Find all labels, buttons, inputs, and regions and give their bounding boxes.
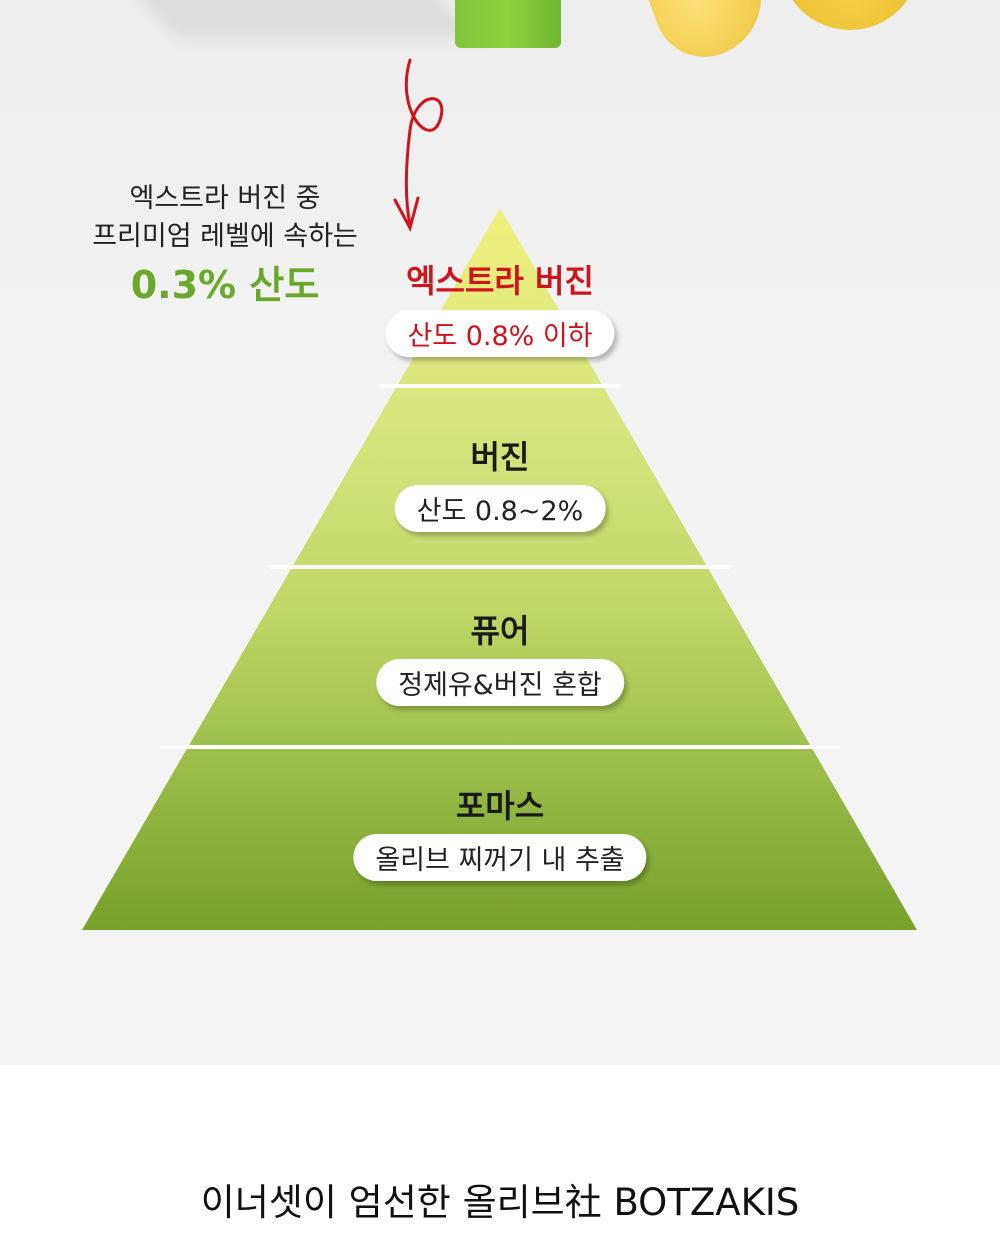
level-virgin-title: 버진 [470,438,530,476]
callout-line-1: 엑스트라 버진 중 [129,183,321,214]
level-pomace-desc: 올리브 찌꺼기 내 추출 [353,834,647,881]
level-pomace-title: 포마스 [455,787,545,825]
olive-oil-bottle-image [455,0,561,48]
pyramid-diagram [82,58,917,930]
level-extra-virgin-title: 엑스트라 버진 [406,262,594,300]
red-arrow-icon [393,58,444,233]
section-title: 이너셋이 엄선한 올리브社 BOTZAKIS [200,1181,800,1224]
level-pure-title: 퓨어 [470,612,530,650]
callout-line-2: 프리미엄 레벨에 속하는 [92,221,358,252]
level-virgin-desc: 산도 0.8~2% [394,485,606,532]
level-extra-virgin-desc: 산도 0.8% 이하 [385,310,615,357]
callout-highlight: 0.3% 산도 [130,263,320,307]
level-pure-desc: 정제유&버진 혼합 [376,659,624,706]
